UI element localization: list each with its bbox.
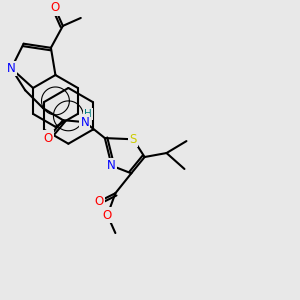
Text: N: N [7, 62, 16, 75]
Text: H: H [84, 109, 92, 119]
Text: S: S [130, 133, 137, 146]
Text: N: N [81, 116, 89, 129]
Text: N: N [107, 159, 116, 172]
Text: O: O [103, 208, 112, 222]
Text: O: O [95, 195, 104, 208]
Text: O: O [44, 132, 53, 145]
Text: O: O [50, 2, 59, 14]
